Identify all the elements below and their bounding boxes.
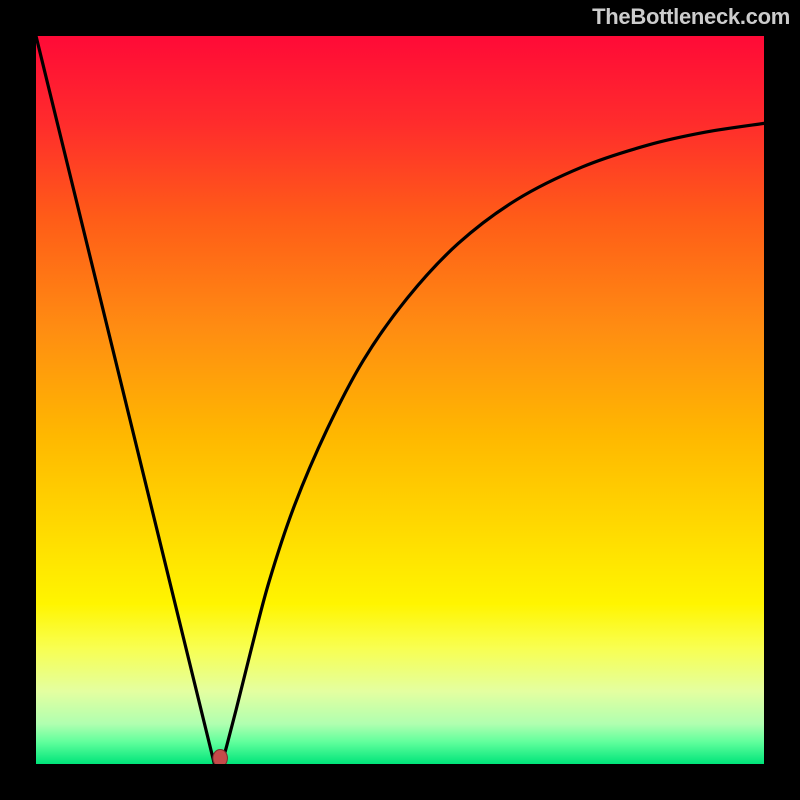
trough-marker bbox=[213, 749, 228, 764]
watermark-text: TheBottleneck.com bbox=[592, 4, 790, 30]
chart-frame: { "watermark": { "text": "TheBottleneck.… bbox=[0, 0, 800, 800]
plot-area bbox=[36, 36, 764, 764]
gradient-background bbox=[36, 36, 764, 764]
heatmap-chart bbox=[36, 36, 764, 764]
